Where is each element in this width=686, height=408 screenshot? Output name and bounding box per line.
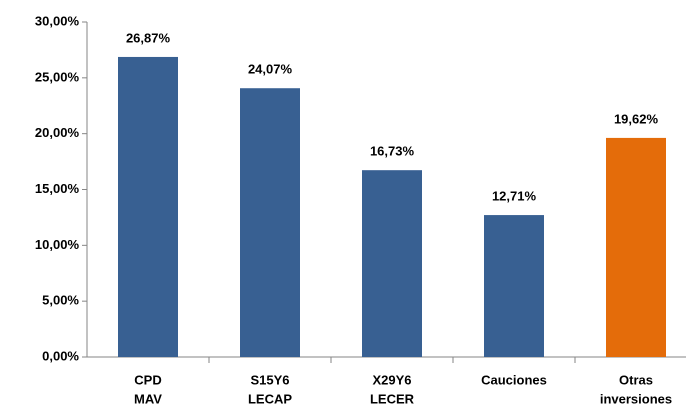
bar xyxy=(118,56,178,358)
y-tick-label: 20,00% xyxy=(35,125,80,140)
bar xyxy=(362,170,422,357)
x-tick-label: S15Y6 xyxy=(250,372,289,387)
x-tick-label: Otras xyxy=(619,372,653,387)
y-tick-label: 15,00% xyxy=(35,181,80,196)
bar xyxy=(484,215,544,357)
y-tick-label: 25,00% xyxy=(35,69,80,84)
y-tick-label: 5,00% xyxy=(42,293,79,308)
value-label: 12,71% xyxy=(492,189,537,204)
x-tick-label: Cauciones xyxy=(481,372,547,387)
x-tick-label: CPD xyxy=(134,372,161,387)
bar xyxy=(240,88,300,358)
x-tick-label: inversiones xyxy=(600,391,672,406)
value-label: 16,73% xyxy=(370,144,415,159)
x-tick-label: MAV xyxy=(134,391,162,406)
x-tick-label: LECER xyxy=(370,391,415,406)
x-tick-label: LECAP xyxy=(248,391,292,406)
value-label: 19,62% xyxy=(614,111,659,126)
x-tick-label: X29Y6 xyxy=(372,372,411,387)
y-tick-label: 30,00% xyxy=(35,13,80,28)
value-label: 26,87% xyxy=(126,30,171,45)
bar xyxy=(606,137,666,357)
y-tick-label: 0,00% xyxy=(42,348,79,363)
y-tick-label: 10,00% xyxy=(35,237,80,252)
value-label: 24,07% xyxy=(248,62,293,77)
